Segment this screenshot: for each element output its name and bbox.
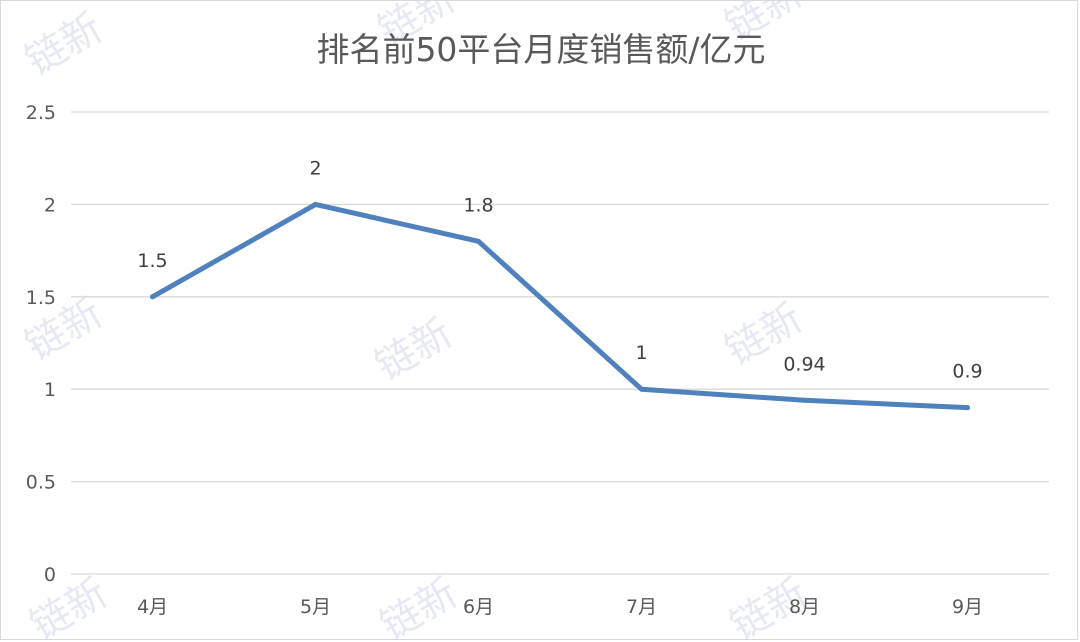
data-point: [802, 397, 807, 403]
data-point: [313, 201, 318, 207]
y-tick-label: 0: [44, 564, 56, 586]
x-tick-label: 4月: [137, 596, 168, 618]
data-label: 1.8: [463, 194, 493, 216]
data-point: [476, 238, 481, 244]
watermark-text: 链新: [373, 570, 465, 641]
x-tick-label: 8月: [789, 596, 820, 618]
series-line: [150, 201, 970, 411]
data-point: [965, 405, 970, 411]
x-tick-label: 7月: [626, 596, 657, 618]
data-label: 1: [635, 342, 647, 364]
y-tick-label: 2.5: [26, 102, 56, 124]
watermark-text: 链新: [368, 310, 460, 390]
data-label: 2: [309, 157, 321, 179]
series-group: [150, 201, 970, 411]
x-axis-labels: 4月 5月 6月 7月 8月 9月: [137, 596, 983, 618]
data-label: 1.5: [137, 250, 167, 272]
x-tick-label: 6月: [463, 596, 494, 618]
y-axis-labels: 0 0.5 1 1.5 2 2.5: [26, 102, 56, 586]
y-tick-label: 0.5: [26, 472, 56, 494]
data-point: [150, 294, 155, 300]
data-label: 0.94: [783, 353, 825, 375]
y-tick-label: 1: [44, 379, 56, 401]
watermark-text: 链新: [18, 5, 110, 85]
x-tick-label: 9月: [952, 596, 983, 618]
data-point: [639, 386, 644, 392]
x-tick-label: 5月: [300, 596, 331, 618]
y-tick-label: 1.5: [26, 287, 56, 309]
grid-lines: [71, 111, 1049, 575]
data-labels: 1.5 2 1.8 1 0.94 0.9: [137, 157, 982, 382]
watermark-text: 链新: [23, 570, 115, 641]
chart-title: 排名前50平台月度销售额/亿元: [316, 30, 765, 69]
data-label: 0.9: [952, 361, 982, 383]
y-tick-label: 2: [44, 194, 56, 216]
